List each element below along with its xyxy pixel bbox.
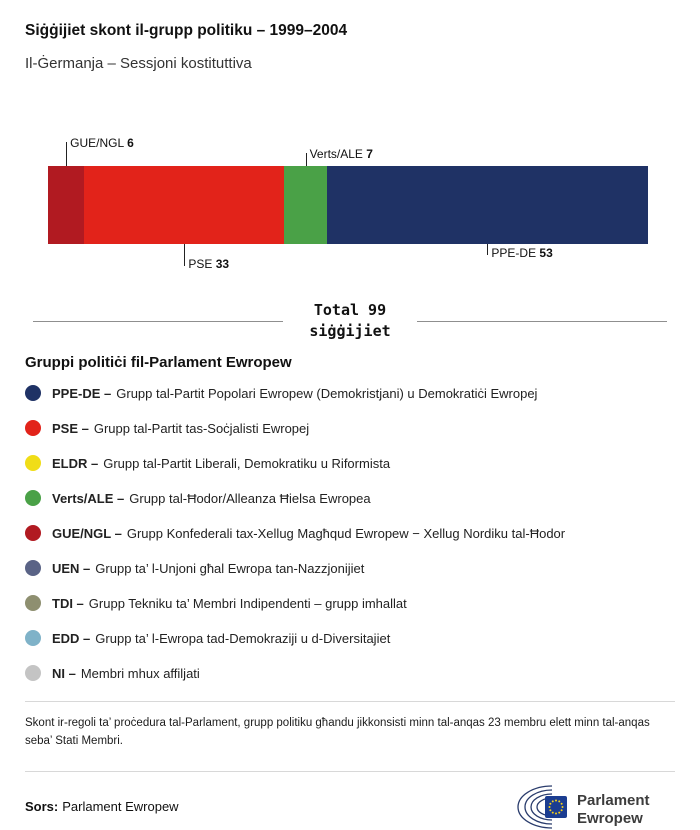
bar-segment-ppe-de (326, 166, 648, 244)
legend-desc: Grupp ta’ l-Ewropa tad-Demokraziji u d-D… (95, 630, 391, 646)
source-value: Parlament Ewropew (62, 799, 179, 815)
bar-segment-verts-ale (284, 166, 327, 244)
legend-item-gue-ngl: GUE/NGL – Grupp Konfederali tax-Xellug M… (25, 525, 675, 541)
legend-item-tdi: TDI – Grupp Tekniku ta’ Membri Indipende… (25, 595, 675, 611)
legend-swatch (25, 420, 41, 436)
total-line2: siġġijiet (309, 322, 391, 340)
legend-desc: Membri mhux affiljati (80, 665, 200, 681)
footer: Sors: Parlament Ewropew Par (25, 784, 675, 830)
callout-label: Verts/ALE 7 (309, 147, 373, 161)
total-rule-right (416, 320, 667, 322)
legend-swatch (25, 560, 41, 576)
legend-swatch (25, 455, 41, 471)
legend-list: PPE-DE – Grupp tal-Partit Popolari Ewrop… (25, 385, 675, 681)
legend-swatch (25, 665, 41, 681)
legend-abbr: Verts/ALE – (52, 490, 125, 506)
eu-flag-icon (545, 795, 567, 818)
total-rule-left (33, 320, 284, 322)
divider-bottom (25, 770, 675, 772)
legend-abbr: NI – (52, 665, 76, 681)
legend-item-eldr: ELDR – Grupp tal-Partit Liberali, Demokr… (25, 455, 675, 471)
legend-abbr: EDD – (52, 630, 91, 646)
legend-swatch (25, 630, 41, 646)
page-title: Siġġijiet skont il-grupp politiku – 1999… (25, 22, 348, 39)
legend-swatch (25, 490, 41, 506)
legend-swatch (25, 595, 41, 611)
legend-abbr: PSE – (52, 420, 89, 436)
legend-desc: Grupp tal-Partit Popolari Ewropew (Demok… (116, 385, 538, 401)
total-line1: Total 99 (313, 301, 387, 319)
stacked-bar (48, 166, 648, 244)
logo-text-line2: Ewropew (577, 810, 643, 827)
bar-segment-gue-ngl (48, 166, 85, 244)
legend-item-ppe-de: PPE-DE – Grupp tal-Partit Popolari Ewrop… (25, 385, 675, 401)
callout-label: GUE/NGL 6 (70, 136, 134, 150)
legend-desc: Grupp Tekniku ta’ Membri Indipendenti – … (88, 595, 407, 611)
legend-abbr: PPE-DE – (52, 385, 112, 401)
legend-abbr: TDI – (52, 595, 84, 611)
legend-swatch (25, 525, 41, 541)
legend-item-uen: UEN – Grupp ta’ l-Unjoni għal Ewropa tan… (25, 560, 675, 576)
logo-text-line1: Parlament (577, 792, 650, 809)
legend-swatch (25, 385, 41, 401)
footnote: Skont ir-regoli ta’ proċedura tal-Parlam… (25, 717, 650, 747)
callout-tick (305, 153, 307, 166)
legend-abbr: GUE/NGL – (52, 525, 122, 541)
total-seats: Total 99 siġġijiet (33, 300, 667, 342)
legend-item-edd: EDD – Grupp ta’ l-Ewropa tad-Demokraziji… (25, 630, 675, 646)
legend-item-ni: NI – Membri mhux affiljati (25, 665, 675, 681)
source: Sors: Parlament Ewropew (25, 799, 179, 814)
legend-desc: Grupp ta’ l-Unjoni għal Ewropa tan-Nazzj… (95, 560, 365, 576)
page-subtitle: Il-Ġermanja – Sessjoni kostituttiva (25, 55, 252, 72)
total-seats-label: Total 99 siġġijiet (309, 300, 390, 342)
ep-logo: Parlament Ewropew (517, 784, 650, 829)
legend-title: Gruppi politiċi fil-Parlament Ewropew (25, 354, 292, 371)
seats-chart: GUE/NGL 6 PSE 33 Verts/ALE 7 PPE-DE 53 (48, 122, 648, 272)
callout-tick (66, 142, 68, 166)
legend-desc: Grupp tal-Partit tas-Soċjalisti Ewropej (93, 420, 310, 436)
source-label: Sors: (25, 799, 59, 815)
divider-top (25, 701, 675, 702)
bar-segment-pse (84, 166, 285, 244)
legend-abbr: ELDR – (52, 455, 99, 471)
callout-tick (184, 244, 186, 266)
legend-item-pse: PSE – Grupp tal-Partit tas-Soċjalisti Ew… (25, 420, 675, 436)
callout-tick (487, 244, 489, 255)
legend-abbr: UEN – (52, 560, 91, 576)
legend-item-verts-ale: Verts/ALE – Grupp tal-Ħodor/Alleanza Ħie… (25, 490, 675, 506)
legend-desc: Grupp tal-Partit Liberali, Demokratiku u… (103, 455, 391, 471)
legend-desc: Grupp tal-Ħodor/Alleanza Ħielsa Ewropea (129, 490, 371, 506)
legend-desc: Grupp Konfederali tax-Xellug Magħqud Ewr… (126, 525, 566, 541)
callout-label: PPE-DE 53 (491, 246, 553, 260)
callout-label: PSE 33 (188, 257, 230, 271)
